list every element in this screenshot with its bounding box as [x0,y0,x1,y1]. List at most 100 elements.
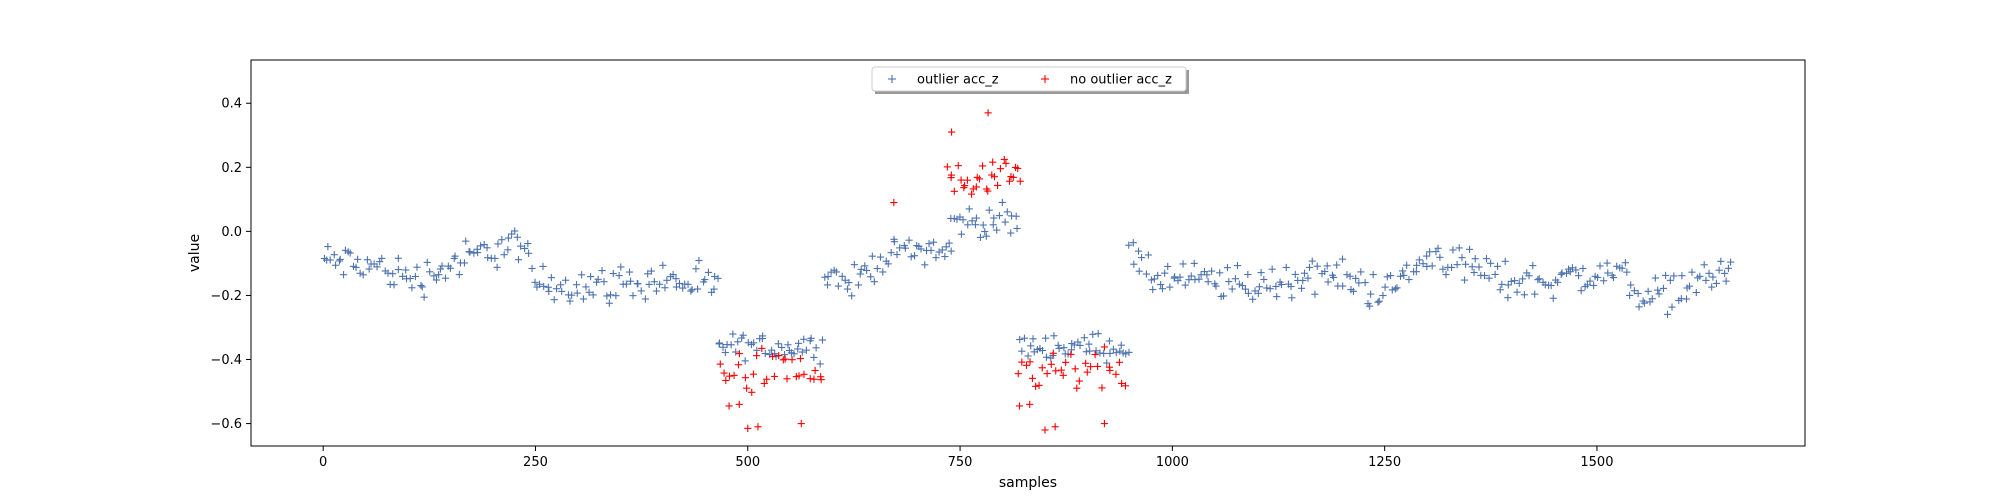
outlier-point [1007,229,1015,237]
no-outlier-point [781,355,789,363]
no-outlier-point [741,374,749,382]
outlier-point [1393,284,1401,292]
outlier-point [652,287,661,295]
outlier-point [1130,260,1138,268]
outlier-point [687,287,695,295]
outlier-point [1195,275,1203,283]
outlier-point [1038,346,1047,355]
y-axis-ticks: −0.6 −0.4 −0.2 0.0 0.2 0.4 [210,97,251,432]
outlier-point [524,239,532,248]
outlier-point [539,262,547,271]
no-outlier-point [752,352,761,360]
outlier-point [1100,349,1108,358]
outlier-point [1212,282,1220,290]
outlier-point [1455,244,1463,252]
outlier-point [1125,348,1133,356]
outlier-point [704,268,713,277]
outlier-point [1715,266,1723,274]
outlier-point [1207,267,1216,275]
outlier-point [741,357,749,365]
outlier-point [1311,290,1319,298]
outlier-point [1291,270,1299,279]
outlier-point [907,253,915,261]
no-outlier-point [1041,426,1049,434]
outlier-point [843,285,852,293]
outlier-point [1228,285,1236,293]
outlier-point [710,285,718,293]
outlier-point [612,292,620,300]
outlier-point [460,259,469,267]
legend-label-no-outlier: no outlier acc_z [1070,73,1172,88]
outlier-point [1475,263,1483,271]
no-outlier-point [763,375,771,383]
outlier-point [585,288,593,296]
outlier-point [715,339,724,347]
outlier-point [1086,347,1094,355]
no-outlier-point [1082,359,1090,367]
outlier-point [901,244,910,252]
outlier-point [389,270,397,278]
outlier-point [1634,289,1642,298]
outlier-point [798,348,806,356]
outlier-point [1412,268,1420,276]
no-outlier-point [954,162,962,170]
x-tick-label: 500 [735,455,760,470]
outlier-point [1618,264,1626,272]
outlier-point [1493,262,1502,270]
outlier-point [1666,276,1674,284]
outlier-point [600,278,608,286]
outlier-point [774,340,782,348]
outlier-point [528,264,536,273]
outlier-point [1060,344,1068,352]
outlier-point [1644,287,1652,295]
series-outlier-acc-z [320,198,1735,368]
outlier-point [1137,254,1146,262]
outlier-point [1055,344,1063,353]
outlier-point [1125,241,1133,249]
outlier-point [1117,341,1125,349]
outlier-point [1352,274,1360,283]
outlier-point [1685,282,1694,290]
no-outlier-point [1015,402,1024,410]
outlier-point [594,275,602,283]
outlier-point [1235,280,1243,288]
legend: outlier acc_z no outlier acc_z [871,66,1189,94]
outlier-point [802,346,810,354]
outlier-point [1668,303,1676,311]
no-outlier-point [1083,368,1091,376]
outlier-point [426,268,434,276]
plot-area-frame [250,59,1806,447]
no-outlier-point [1032,382,1040,390]
outlier-point [1375,297,1383,305]
no-outlier-point [770,372,779,381]
outlier-point [451,252,459,260]
no-outlier-point [950,187,958,195]
outlier-point [1724,264,1733,272]
no-outlier-point [749,370,758,378]
outlier-point [1374,298,1382,306]
outlier-point [547,274,555,282]
no-outlier-point [1052,367,1060,375]
outlier-point [462,237,470,245]
outlier-point [441,274,450,282]
outlier-point [821,273,829,281]
outlier-point [545,287,553,295]
outlier-point [1491,270,1499,279]
outlier-point [701,275,709,284]
no-outlier-point [990,173,999,181]
x-axis-ticks: 0 250 500 750 1000 1250 1500 [319,446,1613,470]
outlier-point [500,251,508,259]
outlier-point [1085,340,1093,348]
outlier-point [544,283,552,291]
no-outlier-point [775,351,783,360]
outlier-point [1434,244,1442,252]
outlier-point [1386,271,1395,280]
outlier-point [1299,276,1307,285]
outlier-point [1722,277,1730,285]
no-outlier-point [748,388,756,396]
outlier-point [609,269,617,278]
y-tick-label: 0.2 [221,161,242,176]
no-outlier-point [1100,343,1109,351]
no-outlier-point [725,372,734,380]
outlier-point [727,341,735,349]
